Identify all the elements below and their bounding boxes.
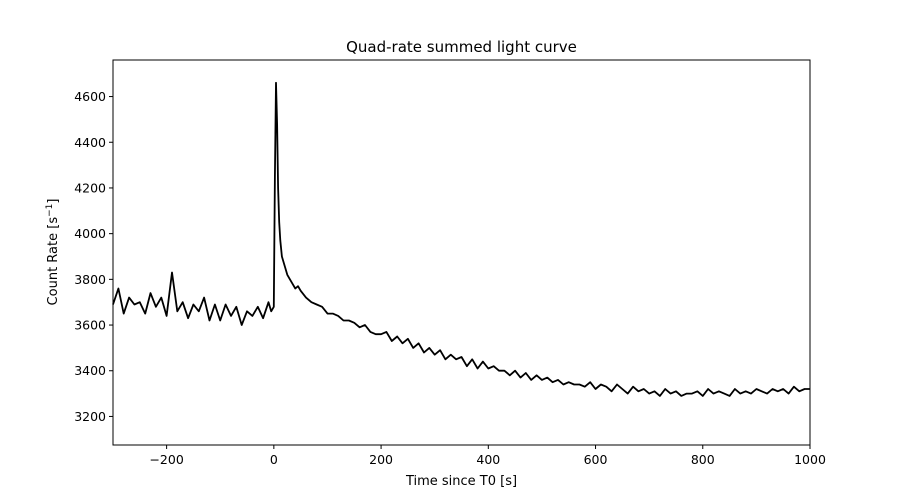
y-tick-label: 4000 [74,226,106,241]
plot-area [112,59,811,446]
x-tick-label: 1000 [794,452,826,467]
x-axis-ticks: −200 0 200 400 600 800 1000 [149,445,826,467]
y-axis-label: Count Rate [s−1] [45,199,61,306]
y-tick-label: 4600 [74,89,106,104]
y-axis-label-end: ] [46,199,61,204]
x-tick-label: 0 [270,452,278,467]
x-tick-label: 400 [476,452,500,467]
y-axis-ticks: 3200 3400 3600 3800 4000 4200 4400 4600 [74,89,113,424]
y-tick-label: 3600 [74,318,106,333]
y-tick-label: 3200 [74,409,106,424]
y-tick-label: 3400 [74,363,106,378]
x-tick-label: 800 [691,452,715,467]
x-axis-label: Time since T0 [s] [405,474,517,489]
x-tick-label: 600 [584,452,608,467]
y-axis-label-main: Count Rate [s [46,217,61,306]
x-tick-label: 200 [369,452,393,467]
axes-frame [112,59,811,446]
light-curve-line [112,81,810,397]
y-tick-label: 4400 [74,135,106,150]
y-axis-label-sup: −1 [45,204,55,217]
y-tick-label: 4200 [74,180,106,195]
y-tick-label: 3800 [74,272,106,287]
chart-title: Quad-rate summed light curve [346,38,577,56]
x-tick-label: −200 [149,452,183,467]
